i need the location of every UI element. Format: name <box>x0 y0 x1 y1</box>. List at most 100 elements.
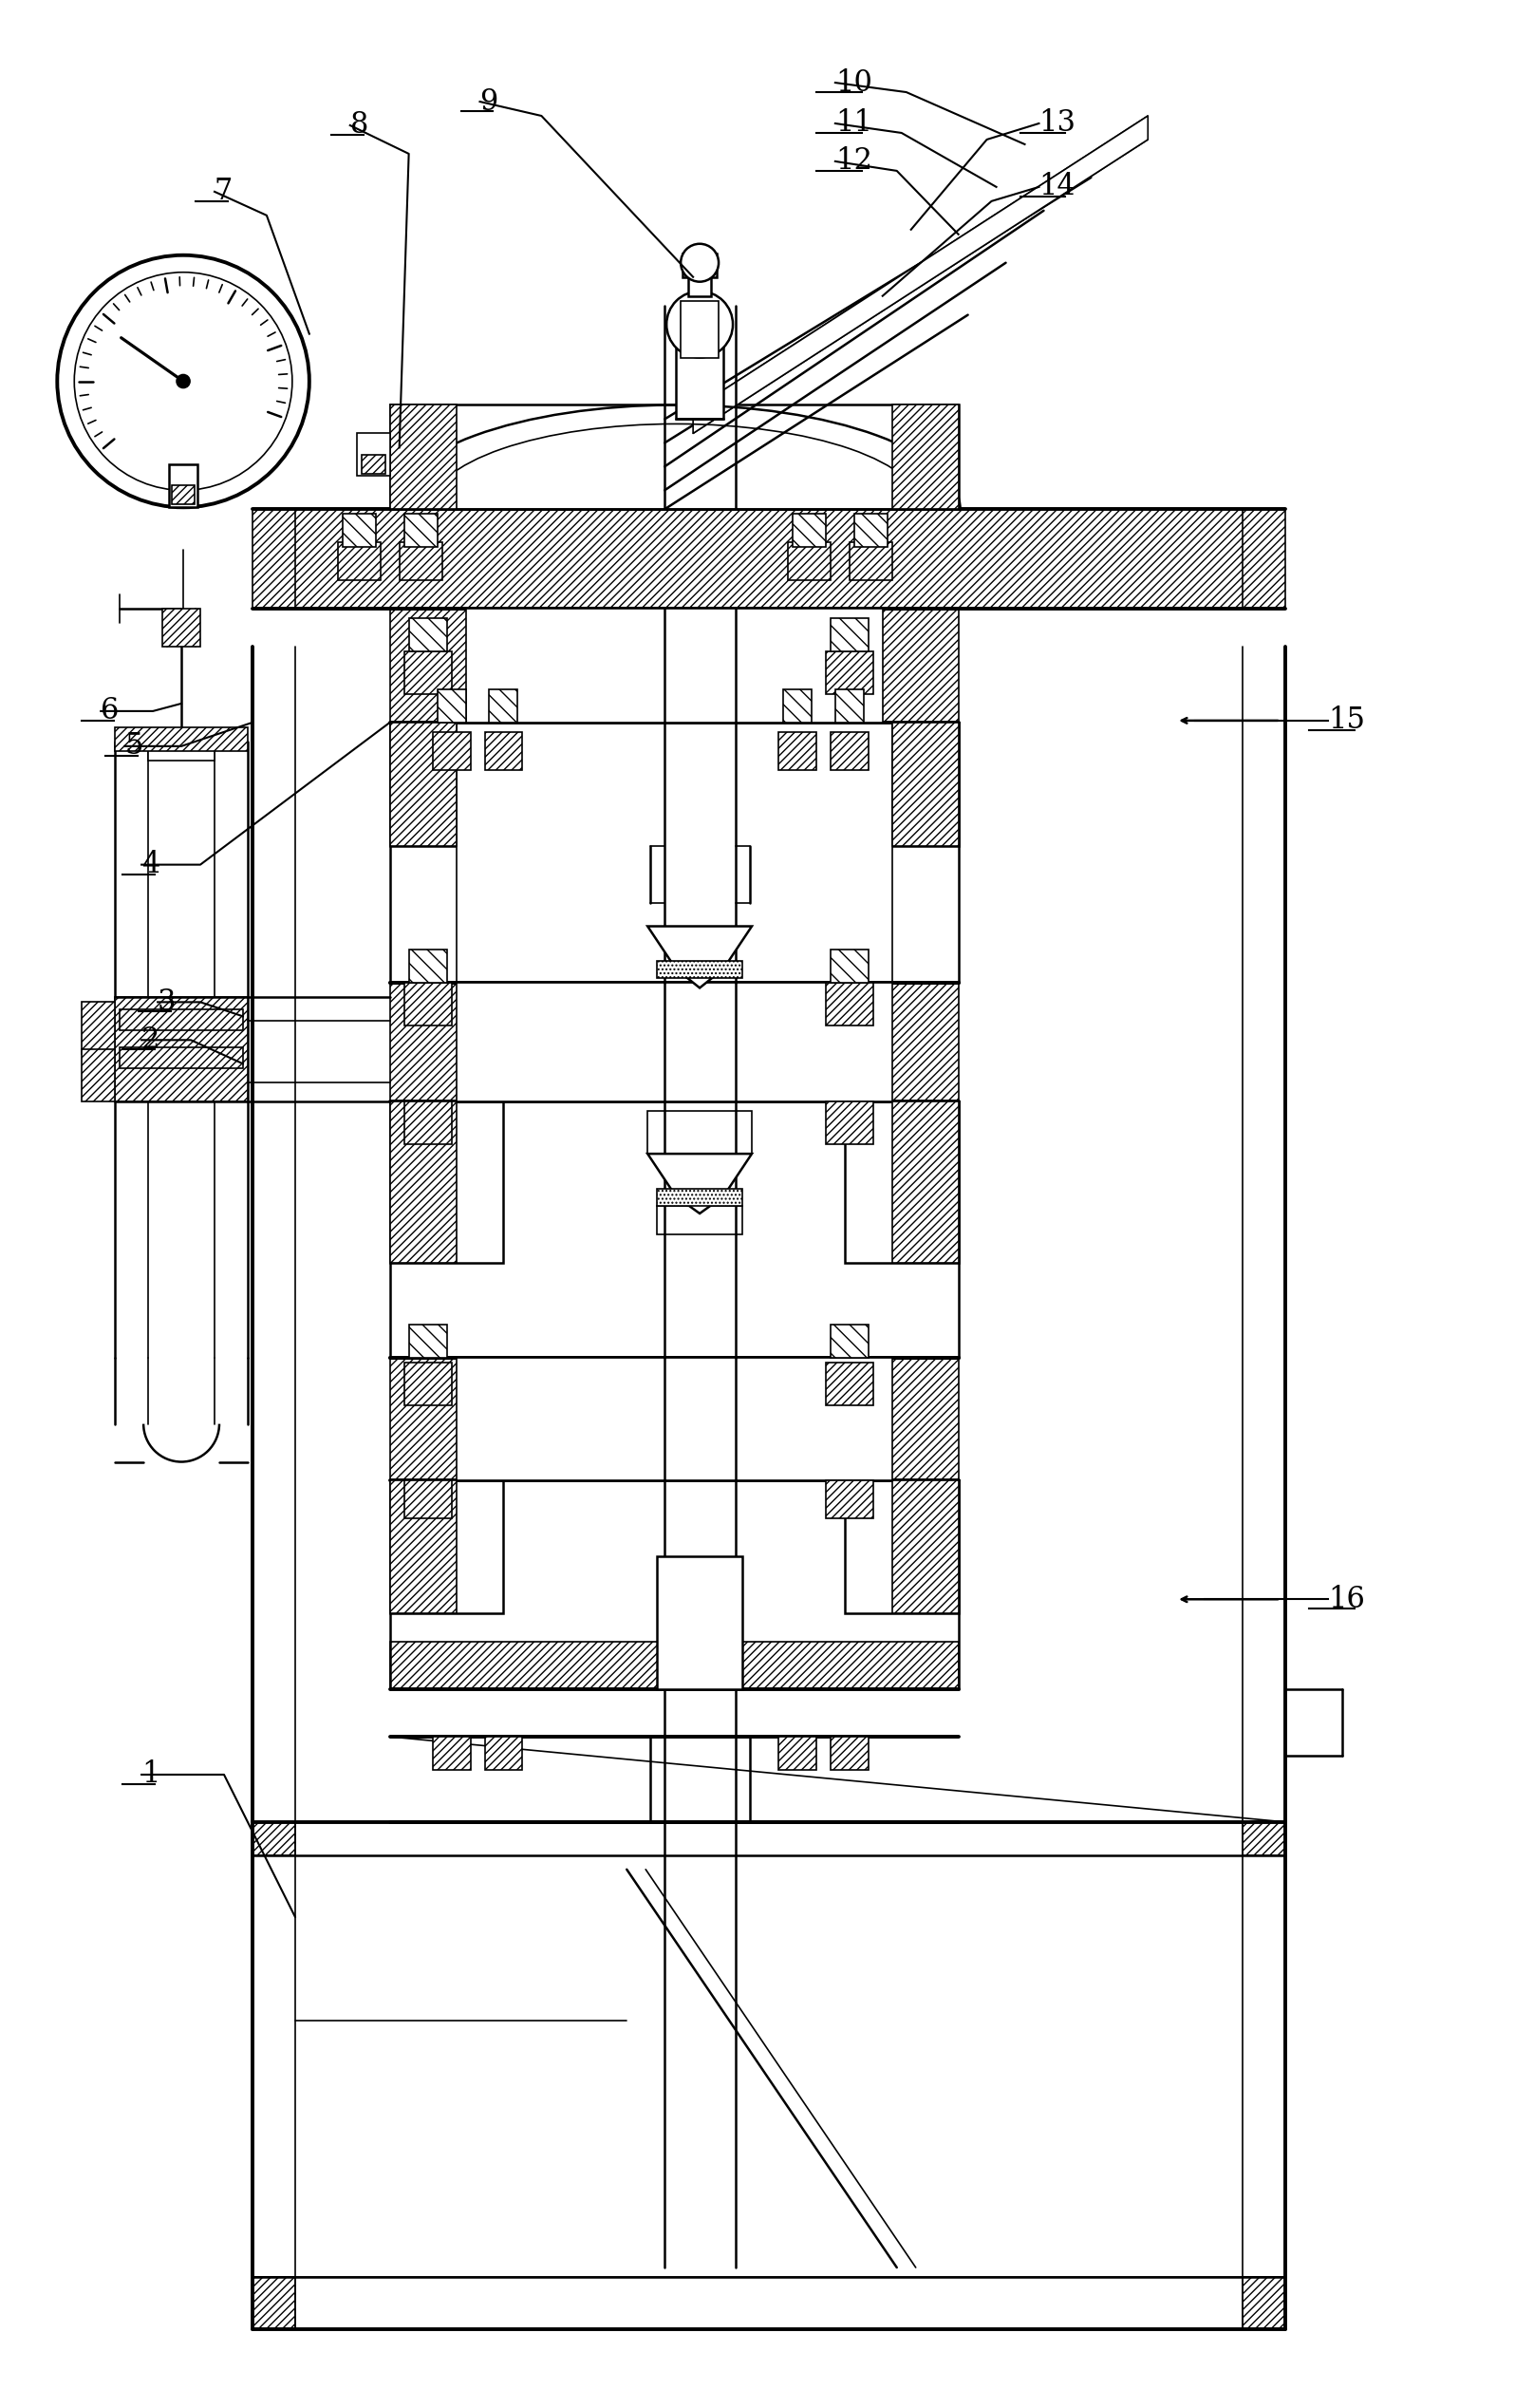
Bar <box>389 1358 959 1481</box>
Bar <box>826 1100 873 1144</box>
Bar <box>362 455 385 474</box>
Text: 12: 12 <box>835 147 873 176</box>
Text: 2: 2 <box>141 1026 161 1055</box>
Bar <box>389 609 959 722</box>
Text: 15: 15 <box>1329 706 1365 734</box>
Bar <box>405 982 451 1026</box>
Bar <box>658 961 742 978</box>
Bar <box>783 689 812 722</box>
Polygon shape <box>647 1153 751 1214</box>
Bar <box>405 1100 451 1144</box>
Bar <box>1242 1823 1285 1854</box>
Bar <box>170 465 197 508</box>
Text: 1: 1 <box>141 1760 161 1789</box>
Bar <box>779 732 817 771</box>
Bar <box>338 542 380 580</box>
Bar <box>405 1481 451 1519</box>
Bar <box>892 722 959 845</box>
Bar <box>389 1100 503 1262</box>
Bar <box>148 732 215 761</box>
Bar <box>826 653 873 694</box>
Text: 13: 13 <box>1039 108 1076 137</box>
Bar <box>658 1556 742 1690</box>
Bar <box>845 1481 959 1613</box>
Bar <box>826 1363 873 1404</box>
Bar <box>892 1100 959 1262</box>
Bar <box>409 619 447 653</box>
Text: 3: 3 <box>158 987 176 1016</box>
Circle shape <box>667 291 733 356</box>
Bar <box>409 1324 447 1358</box>
Bar <box>826 982 873 1026</box>
Bar <box>676 306 723 419</box>
Bar <box>82 1050 115 1100</box>
Bar <box>456 982 892 1100</box>
Bar <box>683 253 717 277</box>
Bar <box>400 542 442 580</box>
Bar <box>342 513 376 547</box>
Bar <box>835 689 864 722</box>
Text: 5: 5 <box>124 732 142 761</box>
Text: 4: 4 <box>141 850 161 879</box>
Bar <box>845 1100 959 1262</box>
Polygon shape <box>692 116 1148 433</box>
Bar <box>405 513 438 547</box>
Bar <box>253 2278 295 2329</box>
Bar <box>120 1009 242 1031</box>
Circle shape <box>58 255 309 508</box>
Bar <box>389 722 503 845</box>
Bar <box>647 1110 751 1153</box>
Circle shape <box>74 272 292 491</box>
Bar <box>830 1324 868 1358</box>
Bar <box>465 609 883 722</box>
Bar <box>850 542 892 580</box>
Text: 10: 10 <box>835 67 873 96</box>
Bar <box>438 689 465 722</box>
Bar <box>845 722 959 845</box>
Bar <box>779 1736 817 1770</box>
Bar <box>688 258 711 296</box>
Bar <box>405 653 451 694</box>
Bar <box>389 1100 456 1262</box>
Bar <box>830 619 868 653</box>
Bar <box>830 732 868 771</box>
Bar <box>456 1358 892 1481</box>
Text: 8: 8 <box>350 111 368 140</box>
Text: 14: 14 <box>1039 173 1076 202</box>
Bar <box>389 1481 503 1613</box>
Bar <box>356 433 389 477</box>
Text: 9: 9 <box>480 87 498 116</box>
Bar <box>854 513 888 547</box>
Polygon shape <box>647 927 751 987</box>
Bar <box>405 1363 451 1404</box>
Bar <box>456 722 892 982</box>
Circle shape <box>680 243 718 282</box>
Bar <box>432 732 470 771</box>
Circle shape <box>177 376 189 388</box>
Bar <box>792 513 826 547</box>
Bar <box>82 1002 115 1055</box>
Bar <box>389 1481 456 1613</box>
Bar <box>389 1642 959 1690</box>
Bar <box>485 732 523 771</box>
Bar <box>120 1047 242 1069</box>
Bar <box>830 1736 868 1770</box>
Bar <box>389 405 959 508</box>
Bar <box>788 542 830 580</box>
Bar <box>409 951 447 982</box>
Bar <box>830 951 868 982</box>
Bar <box>389 722 456 845</box>
Bar <box>680 301 718 356</box>
Bar <box>892 405 959 508</box>
Bar <box>489 689 518 722</box>
Text: 16: 16 <box>1329 1584 1365 1613</box>
Bar <box>171 486 194 503</box>
Bar <box>485 1736 523 1770</box>
Bar <box>115 727 247 751</box>
Text: 6: 6 <box>102 696 120 725</box>
Text: 7: 7 <box>215 176 233 207</box>
Bar <box>658 1206 742 1235</box>
Bar <box>892 1481 959 1613</box>
Bar <box>432 1736 470 1770</box>
Text: 11: 11 <box>835 108 873 137</box>
